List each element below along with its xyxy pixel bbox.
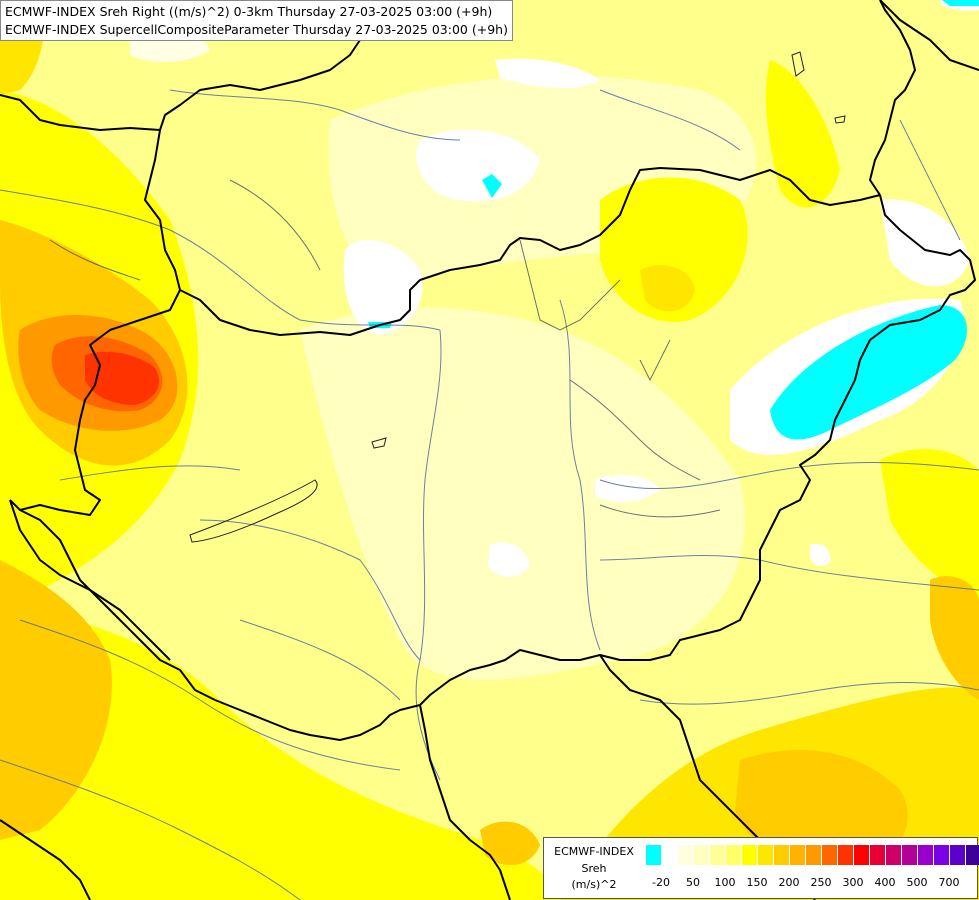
legend-swatch: [918, 845, 934, 865]
legend-swatch: [662, 845, 678, 865]
legend-swatch: [806, 845, 822, 865]
title-line-scp: ECMWF-INDEX SupercellCompositeParameter …: [5, 22, 508, 37]
color-legend: ECMWF-INDEX Sreh (m/s)^2 -20 50 100 150 200 2…: [543, 837, 979, 899]
legend-label: -20: [652, 876, 670, 889]
legend-swatch: [694, 845, 710, 865]
legend-unit: (m/s)^2: [571, 878, 617, 891]
legend-label: 250: [810, 876, 832, 889]
legend-swatch: [870, 845, 886, 865]
legend-swatch: [902, 845, 918, 865]
legend-label: 50: [686, 876, 700, 889]
legend-label: 150: [746, 876, 768, 889]
legend-swatch: [742, 845, 758, 865]
legend-label: 400: [874, 876, 896, 889]
legend-param: Sreh: [581, 862, 607, 875]
legend-swatch: [966, 845, 979, 865]
legend-swatch: [710, 845, 726, 865]
legend-swatch: [790, 845, 806, 865]
legend-label: 500: [906, 876, 928, 889]
legend-swatch: [646, 845, 662, 865]
legend-swatch: [854, 845, 870, 865]
legend-swatch: [678, 845, 694, 865]
legend-model: ECMWF-INDEX: [554, 845, 634, 858]
legend-swatch: [886, 845, 902, 865]
legend-swatch: [774, 845, 790, 865]
legend-label: 100: [714, 876, 736, 889]
legend-color-scale: [646, 845, 979, 865]
legend-label: 200: [778, 876, 800, 889]
legend-swatch: [838, 845, 854, 865]
legend-swatch: [822, 845, 838, 865]
legend-swatch: [726, 845, 742, 865]
legend-swatch: [758, 845, 774, 865]
legend-label: 300: [842, 876, 864, 889]
map-title-box: ECMWF-INDEX Sreh Right ((m/s)^2) 0-3km T…: [0, 0, 513, 41]
lake-balaton: [189, 479, 318, 543]
legend-swatch: [950, 845, 966, 865]
legend-swatch: [934, 845, 950, 865]
title-line-sreh: ECMWF-INDEX Sreh Right ((m/s)^2) 0-3km T…: [5, 4, 493, 19]
legend-label: 700: [938, 876, 960, 889]
